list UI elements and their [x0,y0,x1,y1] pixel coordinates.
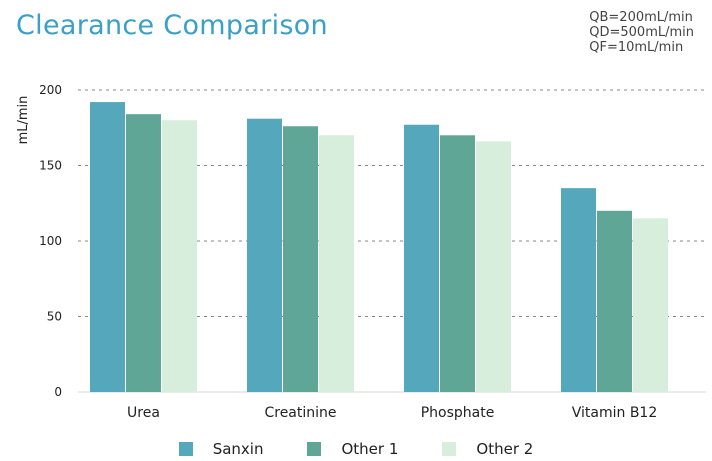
legend-label-other-2: Other 2 [476,440,534,458]
bar-sanxin-creatinine [247,118,282,392]
y-tick-label-50: 50 [47,310,62,324]
y-tick-label-0: 0 [54,385,62,399]
bar-sanxin-urea [90,102,125,392]
legend-label-other-1: Other 1 [341,440,399,458]
y-axis-label: mL/min [16,96,31,145]
legend-swatch-sanxin [178,442,193,456]
condition-qb: QB=200mL/min [589,10,693,25]
legend-swatch-other-1 [307,442,322,456]
x-tick-label-vitamin-b12: Vitamin B12 [572,405,658,421]
x-tick-label-creatinine: Creatinine [264,405,336,421]
y-tick-label-100: 100 [39,234,62,248]
bar-other-1-urea [126,114,161,392]
conditions-note: QB=200mL/min QD=500mL/min QF=10mL/min [589,10,694,55]
legend-swatch-other-2 [442,442,457,456]
bar-other-2-phosphate [476,141,511,392]
bar-sanxin-phosphate [404,124,439,392]
x-tick-label-phosphate: Phosphate [421,405,495,421]
condition-qf: QF=10mL/min [589,40,684,55]
chart-title: Clearance Comparison [16,10,328,41]
bar-other-1-phosphate [440,135,475,393]
bar-sanxin-vitamin-b12 [561,188,596,392]
legend-label-sanxin: Sanxin [212,440,264,458]
condition-qd: QD=500mL/min [589,25,694,40]
bar-other-1-vitamin-b12 [597,210,632,392]
x-tick-label-urea: Urea [127,405,160,421]
legend-item-other-2: Other 2 [442,440,533,458]
legend-item-other-1: Other 1 [307,440,398,458]
y-tick-label-150: 150 [39,159,62,173]
bar-other-2-urea [162,120,197,392]
bar-other-2-vitamin-b12 [633,218,668,392]
bar-other-1-creatinine [283,126,318,393]
bar-other-2-creatinine [319,135,354,393]
legend: Sanxin Other 1 Other 2 [0,440,712,458]
y-tick-label-200: 200 [39,83,62,97]
legend-item-sanxin: Sanxin [178,440,264,458]
